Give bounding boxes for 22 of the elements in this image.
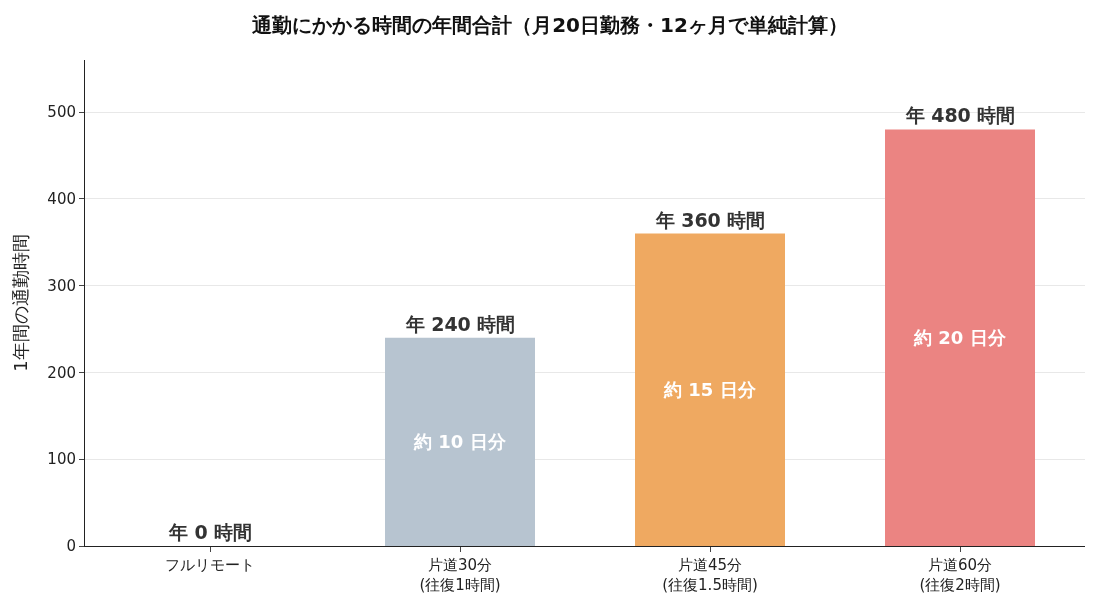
data-label: 年 0 時間 [167,521,253,543]
annotation: 約 10 日分 [413,431,507,452]
data-label: 年 480 時間 [904,104,1016,127]
x-tick-label: フルリモート [165,556,255,574]
y-tick-label: 200 [47,363,76,382]
annotation: 約 20 日分 [913,327,1007,348]
bar [885,129,1035,546]
bar [385,337,535,546]
y-tick-label: 500 [47,103,76,122]
y-tick-label: 300 [47,276,76,295]
y-axis-title: 1年間の通勤時間 [9,234,31,372]
data-label: 年 240 時間 [404,312,516,335]
x-tick-label: 片道30分 (往復1時間) [419,556,501,594]
data-label: 年 360 時間 [654,208,766,231]
chart-title: 通勤にかかる時間の年間合計（月20日勤務・12ヶ月で単純計算） [251,13,848,38]
y-tick-label: 100 [47,450,76,469]
y-tick-label: 0 [66,537,76,556]
annotation: 約 15 日分 [663,379,757,400]
bar [635,233,785,546]
x-tick-label: 片道60分 (往復2時間) [919,556,1001,594]
y-tick-label: 400 [47,190,76,209]
x-tick-label: 片道45分 (往復1.5時間) [662,556,758,594]
